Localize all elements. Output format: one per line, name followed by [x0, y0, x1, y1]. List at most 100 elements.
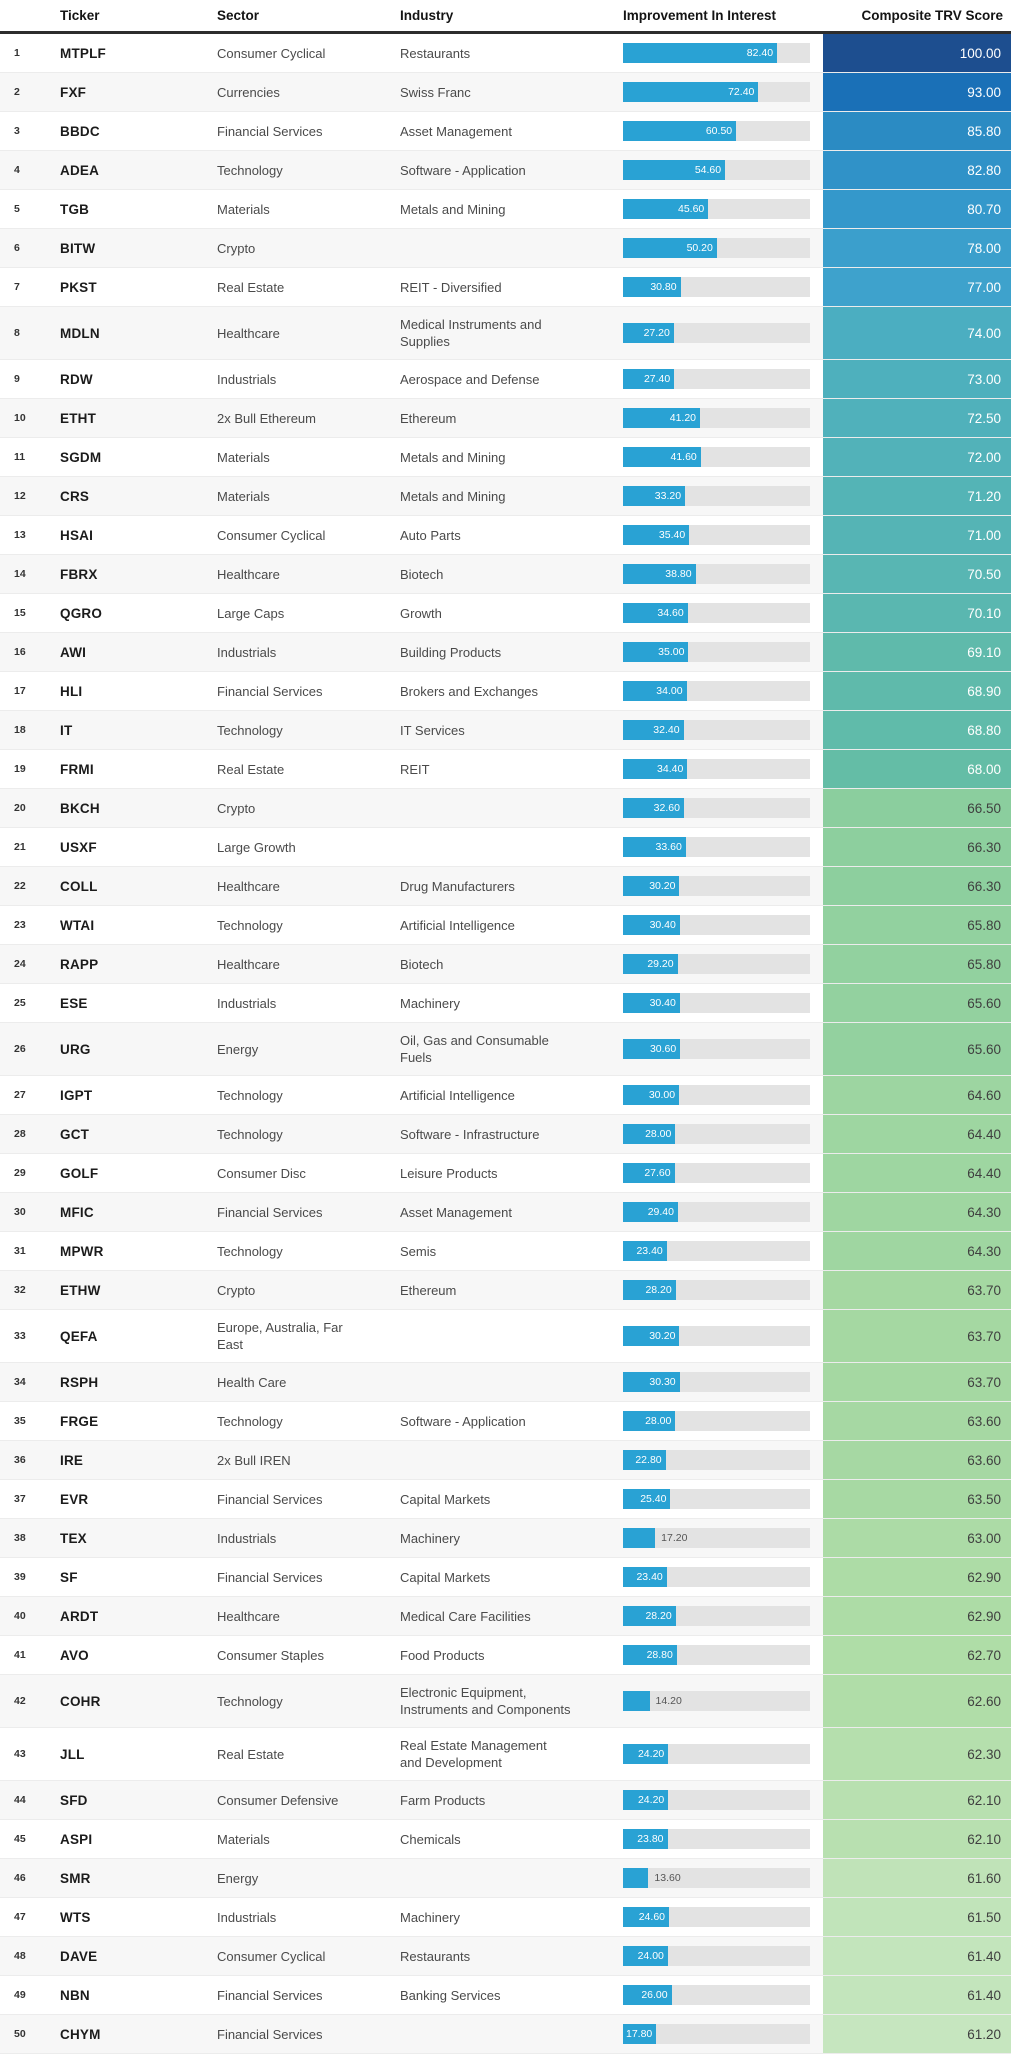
table-row[interactable]: 1 MTPLF Consumer Cyclical Restaurants 82… [0, 34, 1011, 73]
ticker-link[interactable]: GOLF [60, 1165, 99, 1181]
table-row[interactable]: 29 GOLF Consumer Disc Leisure Products 2… [0, 1154, 1011, 1193]
ticker-link[interactable]: RAPP [60, 956, 99, 972]
ticker-link[interactable]: FBRX [60, 566, 98, 582]
table-row[interactable]: 41 AVO Consumer Staples Food Products 28… [0, 1636, 1011, 1675]
table-row[interactable]: 42 COHR Technology Electronic Equipment,… [0, 1675, 1011, 1728]
ticker-link[interactable]: QEFA [60, 1328, 98, 1344]
table-row[interactable]: 38 TEX Industrials Machinery 17.20 63.00 [0, 1519, 1011, 1558]
table-row[interactable]: 49 NBN Financial Services Banking Servic… [0, 1976, 1011, 2015]
table-row[interactable]: 48 DAVE Consumer Cyclical Restaurants 24… [0, 1937, 1011, 1976]
table-row[interactable]: 14 FBRX Healthcare Biotech 38.80 70.50 [0, 555, 1011, 594]
table-row[interactable]: 43 JLL Real Estate Real Estate Managemen… [0, 1728, 1011, 1781]
ticker-link[interactable]: COLL [60, 878, 98, 894]
table-row[interactable]: 28 GCT Technology Software - Infrastruct… [0, 1115, 1011, 1154]
table-row[interactable]: 44 SFD Consumer Defensive Farm Products … [0, 1781, 1011, 1820]
table-row[interactable]: 26 URG Energy Oil, Gas and Consumable Fu… [0, 1023, 1011, 1076]
ticker-link[interactable]: QGRO [60, 605, 103, 621]
ticker-link[interactable]: BKCH [60, 800, 100, 816]
ticker-link[interactable]: MFIC [60, 1204, 94, 1220]
table-row[interactable]: 45 ASPI Materials Chemicals 23.80 62.10 [0, 1820, 1011, 1859]
ticker-link[interactable]: FRMI [60, 761, 94, 777]
ticker-link[interactable]: MTPLF [60, 45, 106, 61]
ticker-link[interactable]: MPWR [60, 1243, 104, 1259]
ticker-link[interactable]: ETHW [60, 1282, 101, 1298]
table-row[interactable]: 12 CRS Materials Metals and Mining 33.20… [0, 477, 1011, 516]
table-row[interactable]: 37 EVR Financial Services Capital Market… [0, 1480, 1011, 1519]
ticker-link[interactable]: COHR [60, 1693, 101, 1709]
table-row[interactable]: 23 WTAI Technology Artificial Intelligen… [0, 906, 1011, 945]
table-row[interactable]: 3 BBDC Financial Services Asset Manageme… [0, 112, 1011, 151]
ticker-link[interactable]: ARDT [60, 1608, 99, 1624]
col-header-industry[interactable]: Industry [400, 8, 454, 23]
ticker-link[interactable]: DAVE [60, 1948, 98, 1964]
table-row[interactable]: 21 USXF Large Growth 33.60 66.30 [0, 828, 1011, 867]
ticker-link[interactable]: BBDC [60, 123, 100, 139]
ticker-link[interactable]: TEX [60, 1530, 87, 1546]
table-row[interactable]: 46 SMR Energy 13.60 61.60 [0, 1859, 1011, 1898]
table-row[interactable]: 30 MFIC Financial Services Asset Managem… [0, 1193, 1011, 1232]
col-header-improvement[interactable]: Improvement In Interest [623, 8, 777, 23]
ticker-link[interactable]: RDW [60, 371, 93, 387]
ticker-link[interactable]: NBN [60, 1987, 90, 2003]
ticker-link[interactable]: PKST [60, 279, 97, 295]
table-row[interactable]: 47 WTS Industrials Machinery 24.60 61.50 [0, 1898, 1011, 1937]
table-row[interactable]: 7 PKST Real Estate REIT - Diversified 30… [0, 268, 1011, 307]
ticker-link[interactable]: EVR [60, 1491, 89, 1507]
ticker-link[interactable]: JLL [60, 1746, 85, 1762]
table-row[interactable]: 18 IT Technology IT Services 32.40 68.80 [0, 711, 1011, 750]
table-row[interactable]: 50 CHYM Financial Services 17.80 61.20 [0, 2015, 1011, 2054]
table-row[interactable]: 31 MPWR Technology Semis 23.40 64.30 [0, 1232, 1011, 1271]
table-row[interactable]: 11 SGDM Materials Metals and Mining 41.6… [0, 438, 1011, 477]
table-row[interactable]: 10 ETHT 2x Bull Ethereum Ethereum 41.20 … [0, 399, 1011, 438]
table-row[interactable]: 22 COLL Healthcare Drug Manufacturers 30… [0, 867, 1011, 906]
ticker-link[interactable]: AVO [60, 1647, 89, 1663]
ticker-link[interactable]: IRE [60, 1452, 84, 1468]
ticker-link[interactable]: WTS [60, 1909, 91, 1925]
table-row[interactable]: 19 FRMI Real Estate REIT 34.40 68.00 [0, 750, 1011, 789]
col-header-ticker[interactable]: Ticker [60, 8, 100, 23]
table-row[interactable]: 34 RSPH Health Care 30.30 63.70 [0, 1363, 1011, 1402]
ticker-link[interactable]: CRS [60, 488, 90, 504]
ticker-link[interactable]: IT [60, 722, 73, 738]
table-row[interactable]: 6 BITW Crypto 50.20 78.00 [0, 229, 1011, 268]
table-row[interactable]: 27 IGPT Technology Artificial Intelligen… [0, 1076, 1011, 1115]
table-row[interactable]: 16 AWI Industrials Building Products 35.… [0, 633, 1011, 672]
ticker-link[interactable]: SFD [60, 1792, 88, 1808]
table-row[interactable]: 13 HSAI Consumer Cyclical Auto Parts 35.… [0, 516, 1011, 555]
table-row[interactable]: 5 TGB Materials Metals and Mining 45.60 … [0, 190, 1011, 229]
ticker-link[interactable]: IGPT [60, 1087, 93, 1103]
col-header-sector[interactable]: Sector [217, 8, 260, 23]
ticker-link[interactable]: BITW [60, 240, 96, 256]
ticker-link[interactable]: AWI [60, 644, 87, 660]
table-row[interactable]: 36 IRE 2x Bull IREN 22.80 63.60 [0, 1441, 1011, 1480]
ticker-link[interactable]: HSAI [60, 527, 94, 543]
table-row[interactable]: 24 RAPP Healthcare Biotech 29.20 65.80 [0, 945, 1011, 984]
table-row[interactable]: 2 FXF Currencies Swiss Franc 72.40 93.00 [0, 73, 1011, 112]
ticker-link[interactable]: RSPH [60, 1374, 99, 1390]
ticker-link[interactable]: SF [60, 1569, 78, 1585]
ticker-link[interactable]: CHYM [60, 2026, 101, 2042]
ticker-link[interactable]: SMR [60, 1870, 91, 1886]
ticker-link[interactable]: WTAI [60, 917, 95, 933]
table-row[interactable]: 25 ESE Industrials Machinery 30.40 65.60 [0, 984, 1011, 1023]
col-header-score[interactable]: Composite TRV Score [861, 8, 1003, 23]
ticker-link[interactable]: SGDM [60, 449, 102, 465]
table-row[interactable]: 9 RDW Industrials Aerospace and Defense … [0, 360, 1011, 399]
table-row[interactable]: 39 SF Financial Services Capital Markets… [0, 1558, 1011, 1597]
ticker-link[interactable]: URG [60, 1041, 91, 1057]
table-row[interactable]: 4 ADEA Technology Software - Application… [0, 151, 1011, 190]
ticker-link[interactable]: ETHT [60, 410, 97, 426]
table-row[interactable]: 8 MDLN Healthcare Medical Instruments an… [0, 307, 1011, 360]
table-row[interactable]: 20 BKCH Crypto 32.60 66.50 [0, 789, 1011, 828]
table-row[interactable]: 40 ARDT Healthcare Medical Care Faciliti… [0, 1597, 1011, 1636]
table-row[interactable]: 33 QEFA Europe, Australia, Far East 30.2… [0, 1310, 1011, 1363]
ticker-link[interactable]: GCT [60, 1126, 90, 1142]
ticker-link[interactable]: MDLN [60, 325, 100, 341]
ticker-link[interactable]: ESE [60, 995, 88, 1011]
table-row[interactable]: 35 FRGE Technology Software - Applicatio… [0, 1402, 1011, 1441]
ticker-link[interactable]: FRGE [60, 1413, 99, 1429]
ticker-link[interactable]: HLI [60, 683, 83, 699]
table-row[interactable]: 32 ETHW Crypto Ethereum 28.20 63.70 [0, 1271, 1011, 1310]
ticker-link[interactable]: USXF [60, 839, 97, 855]
table-row[interactable]: 17 HLI Financial Services Brokers and Ex… [0, 672, 1011, 711]
